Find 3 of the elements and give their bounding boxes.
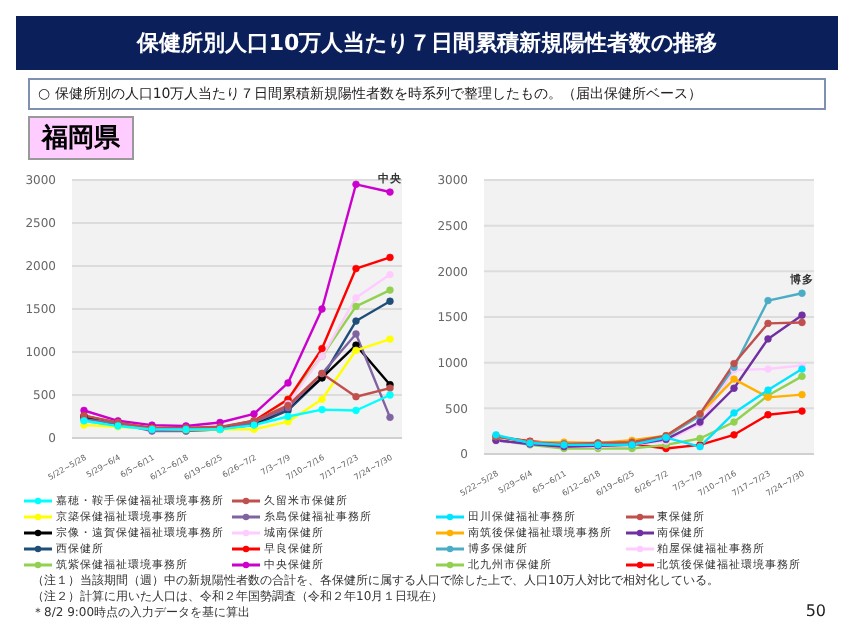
chart-title: 保健所別人口10万人当たり７日間累積新規陽性者数の推移 [16,16,838,70]
text: 50 [805,602,826,620]
text: 福岡県 [28,116,134,160]
